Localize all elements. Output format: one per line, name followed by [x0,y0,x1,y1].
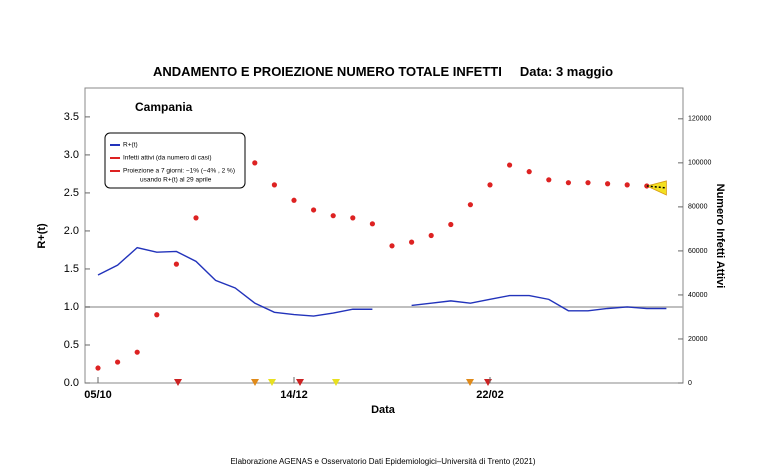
y2-axis-label: Numero Infetti Attivi [714,184,726,289]
data-point [507,162,513,168]
data-point [173,261,179,267]
x-tick-label: 22/02 [476,389,504,401]
data-point [95,365,101,371]
data-point [193,215,199,221]
event-marker [174,379,182,386]
event-marker [268,379,276,386]
data-point [389,243,395,249]
date-label: Data: 3 maggio [520,64,613,79]
legend-label: R+(t) [123,142,138,149]
y2-tick-label: 120000 [688,116,711,123]
data-point [546,177,552,183]
event-marker [332,379,340,386]
data-point [154,312,160,318]
event-marker [296,379,304,386]
data-point [369,221,375,227]
plot-frame [84,87,684,384]
x-tick-label: 05/10 [84,389,112,401]
data-point [448,221,454,228]
event-markers [174,379,492,386]
data-point [624,182,630,188]
x-tick-label: 14/12 [280,389,308,401]
legend-label: usando R+(t) al 29 aprile [140,177,212,184]
data-point [350,215,356,221]
projection-cone [645,180,667,196]
y2-tick-label: 60000 [688,248,708,255]
data-point [605,181,611,187]
y-tick-label: 2.5 [64,187,79,199]
y2-tick-label: 0 [688,380,692,387]
y-tick-label: 3.5 [64,111,79,123]
data-point [428,232,434,239]
event-marker [466,379,474,386]
legend-box [104,132,246,189]
series-line [97,246,667,317]
y2-tick-label: 20000 [688,336,708,343]
y-tick-label: 2.0 [64,225,79,237]
event-marker [251,379,259,386]
legend-label: Proiezione a 7 giorni: −1% (−4% , 2 %) [123,168,235,175]
y-tick-label: 0.0 [64,377,79,389]
data-point [526,169,532,175]
y-tick-label: 1.0 [64,301,79,313]
data-point [252,160,258,166]
title-text: ANDAMENTO E PROIEZIONE NUMERO TOTALE INF… [153,64,502,79]
legend-label: Infetti attivi (da numero di casi) [123,155,212,162]
projection-line [646,185,667,189]
data-point [291,197,297,203]
data-point [565,180,572,186]
data-point [115,359,121,365]
region-label: Campania [135,100,193,114]
data-point [311,207,317,213]
footer: Elaborazione AGENAS e Osservatorio Dati … [230,457,535,466]
data-point [467,202,473,208]
x-axis-label: Data [371,404,396,416]
legend: R+(t) Infetti attivi (da numero di casi) P… [104,132,246,189]
data-point [271,182,277,188]
data-point [487,182,493,188]
data-point [409,239,415,245]
y2-tick-label: 80000 [688,204,708,211]
chart-title: ANDAMENTO E PROIEZIONE NUMERO TOTALE INF… [153,64,613,79]
y-axis-label: R+(t) [36,223,48,249]
y-tick-label: 3.0 [64,149,79,161]
data-point [134,349,140,355]
data-point [585,180,591,186]
y2-tick-label: 40000 [688,292,708,299]
y2-tick-label: 100000 [688,160,711,167]
y-tick-label: 1.5 [64,263,79,275]
data-point [330,213,336,219]
y-tick-label: 0.5 [64,339,79,351]
